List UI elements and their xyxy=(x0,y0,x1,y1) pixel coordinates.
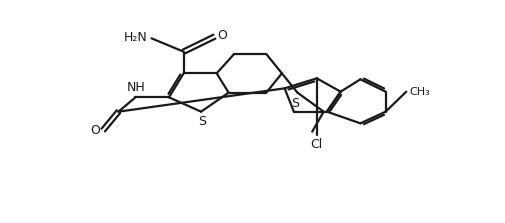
Text: H₂N: H₂N xyxy=(124,31,147,44)
Text: O: O xyxy=(217,29,227,42)
Text: S: S xyxy=(198,115,206,128)
Text: NH: NH xyxy=(127,81,146,94)
Text: O: O xyxy=(90,124,100,138)
Text: Cl: Cl xyxy=(311,138,323,151)
Text: S: S xyxy=(291,97,299,110)
Text: CH₃: CH₃ xyxy=(409,87,430,97)
